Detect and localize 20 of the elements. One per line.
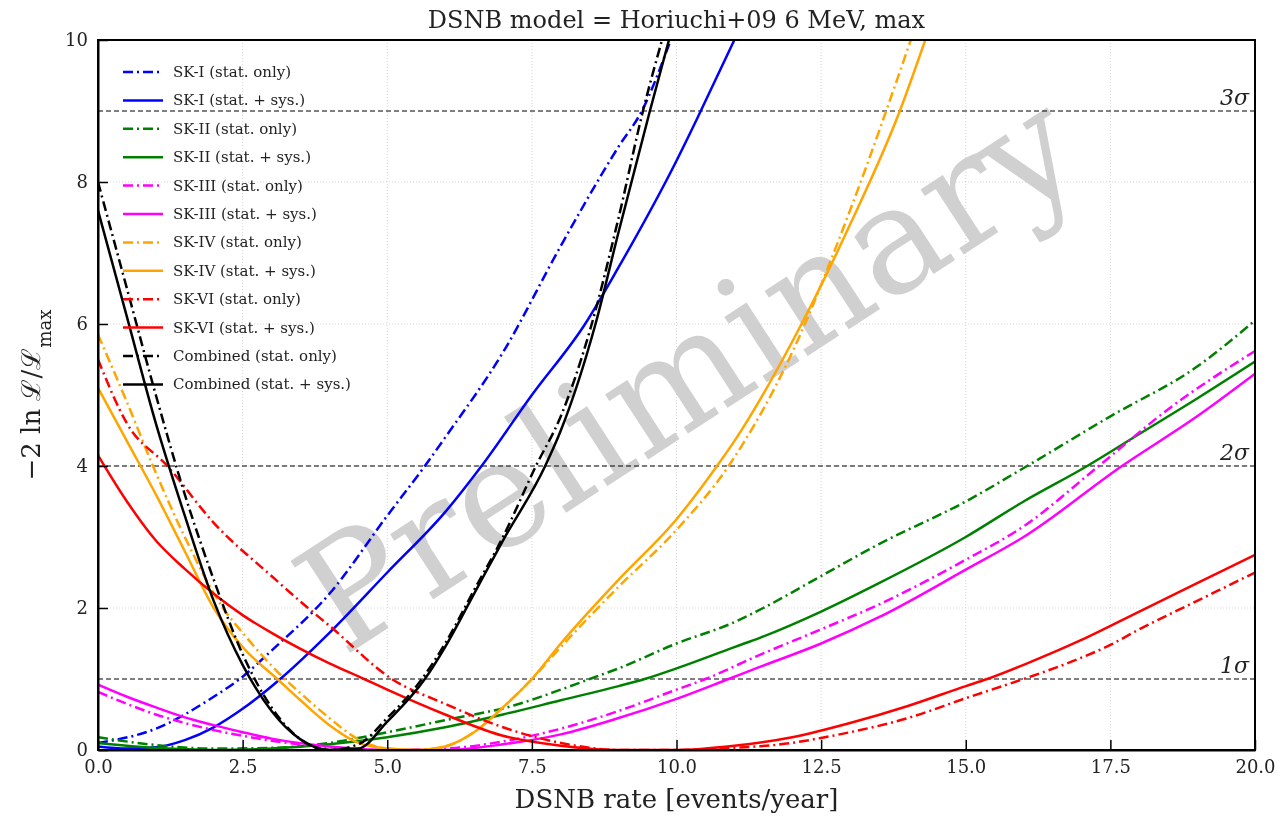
x-axis-title: DSNB rate [events/year] (514, 784, 839, 814)
ref-line-label: 1σ (1219, 653, 1250, 678)
ref-line-label: 3σ (1219, 85, 1250, 110)
x-tick-label: 2.5 (228, 755, 258, 777)
y-tick-label: 2 (76, 597, 88, 619)
y-tick-label: 6 (76, 313, 88, 335)
x-tick-label: 7.5 (518, 755, 547, 777)
x-tick-label: 15.0 (946, 755, 987, 777)
legend-label: SK-I (stat. only) (173, 63, 292, 81)
y-tick-label: 8 (76, 171, 88, 193)
y-tick-label: 10 (65, 29, 88, 51)
x-tick-label: 17.5 (1090, 755, 1131, 777)
x-tick-label: 20.0 (1235, 755, 1276, 777)
legend-label: SK-I (stat. + sys.) (173, 91, 306, 110)
x-tick-label: 12.5 (801, 755, 842, 777)
x-tick-label: 5.0 (373, 755, 403, 777)
y-tick-label: 4 (76, 455, 88, 477)
ref-line-label: 2σ (1218, 440, 1250, 465)
chart-title: DSNB model = Horiuchi+09 6 MeV, max (427, 6, 926, 34)
x-tick-label: 10.0 (656, 755, 698, 777)
